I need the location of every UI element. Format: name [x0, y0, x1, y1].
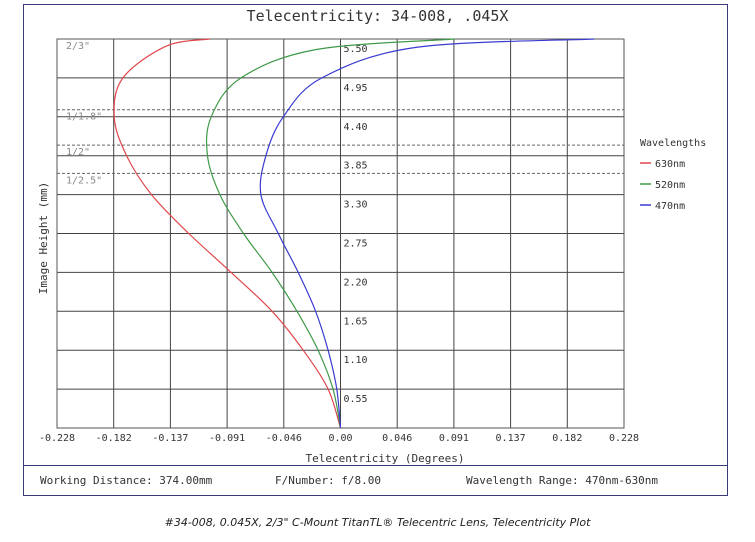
x-tick-label: 0.228	[609, 433, 639, 444]
y-tick-label: 2.20	[344, 277, 368, 288]
sensor-marker-label: 1/2"	[66, 147, 90, 158]
y-tick-label: 0.55	[344, 394, 368, 405]
sensor-marker-label: 2/3"	[66, 41, 90, 52]
grid-lines	[56, 38, 625, 429]
legend-label-630nm: 630nm	[655, 159, 685, 170]
legend-label-520nm: 520nm	[655, 180, 685, 191]
chart-title: Telecentricity: 34-008, .045X	[246, 7, 509, 25]
y-tick-label: 5.50	[344, 44, 368, 55]
y-tick-labels: 0.55 1.10 1.65 2.20 2.75 3.30 3.85 4.40 4.95 5.50	[344, 44, 368, 405]
legend-title: Wavelengths	[640, 138, 706, 149]
y-tick-label: 3.85	[344, 161, 368, 172]
y-axis-label: Image Height (mm)	[37, 182, 50, 295]
x-tick-label: 0.182	[552, 433, 582, 444]
y-tick-label: 2.75	[344, 239, 368, 250]
y-tick-label: 1.65	[344, 316, 368, 327]
x-tick-label: -0.046	[266, 433, 302, 444]
f-number: F/Number: f/8.00	[275, 474, 381, 487]
x-tick-label: -0.228	[39, 433, 75, 444]
plot-frame	[23, 4, 728, 496]
y-tick-label: 4.40	[344, 122, 368, 133]
x-tick-labels: -0.228 -0.182 -0.137 -0.091 -0.046 0.00 0.046 0…	[39, 433, 639, 444]
series-curves	[113, 38, 595, 429]
series-line-630nm	[113, 38, 342, 429]
wavelength-range: Wavelength Range: 470nm-630nm	[466, 474, 659, 487]
x-tick-label: 0.00	[328, 433, 352, 444]
x-tick-label: 0.091	[439, 433, 469, 444]
series-line-520nm	[205, 38, 455, 429]
y-tick-label: 4.95	[344, 83, 368, 94]
y-tick-label: 3.30	[344, 200, 368, 211]
series-line-470nm	[259, 38, 595, 429]
y-tick-label: 1.10	[344, 355, 368, 366]
sensor-marker-label: 1/1.8"	[66, 112, 102, 123]
legend-label-470nm: 470nm	[655, 201, 685, 212]
figure-caption: #34-008, 0.045X, 2/3" C-Mount TitanTL® T…	[164, 516, 591, 529]
legend: Wavelengths 630nm 520nm 470nm	[640, 138, 706, 212]
sensor-marker-label: 1/2.5"	[66, 175, 102, 186]
x-tick-label: -0.137	[152, 433, 188, 444]
x-axis-label: Telecentricity (Degrees)	[306, 452, 465, 465]
footer-separator	[23, 465, 728, 466]
working-distance: Working Distance: 374.00mm	[40, 474, 213, 487]
x-tick-label: 0.046	[382, 433, 412, 444]
telecentricity-chart: 2/3"1/1.8"1/2"1/2.5" -0.228 -0.182 -0.137-…	[37, 38, 706, 465]
x-tick-label: -0.091	[209, 433, 245, 444]
x-tick-label: 0.137	[496, 433, 526, 444]
x-tick-label: -0.182	[96, 433, 132, 444]
